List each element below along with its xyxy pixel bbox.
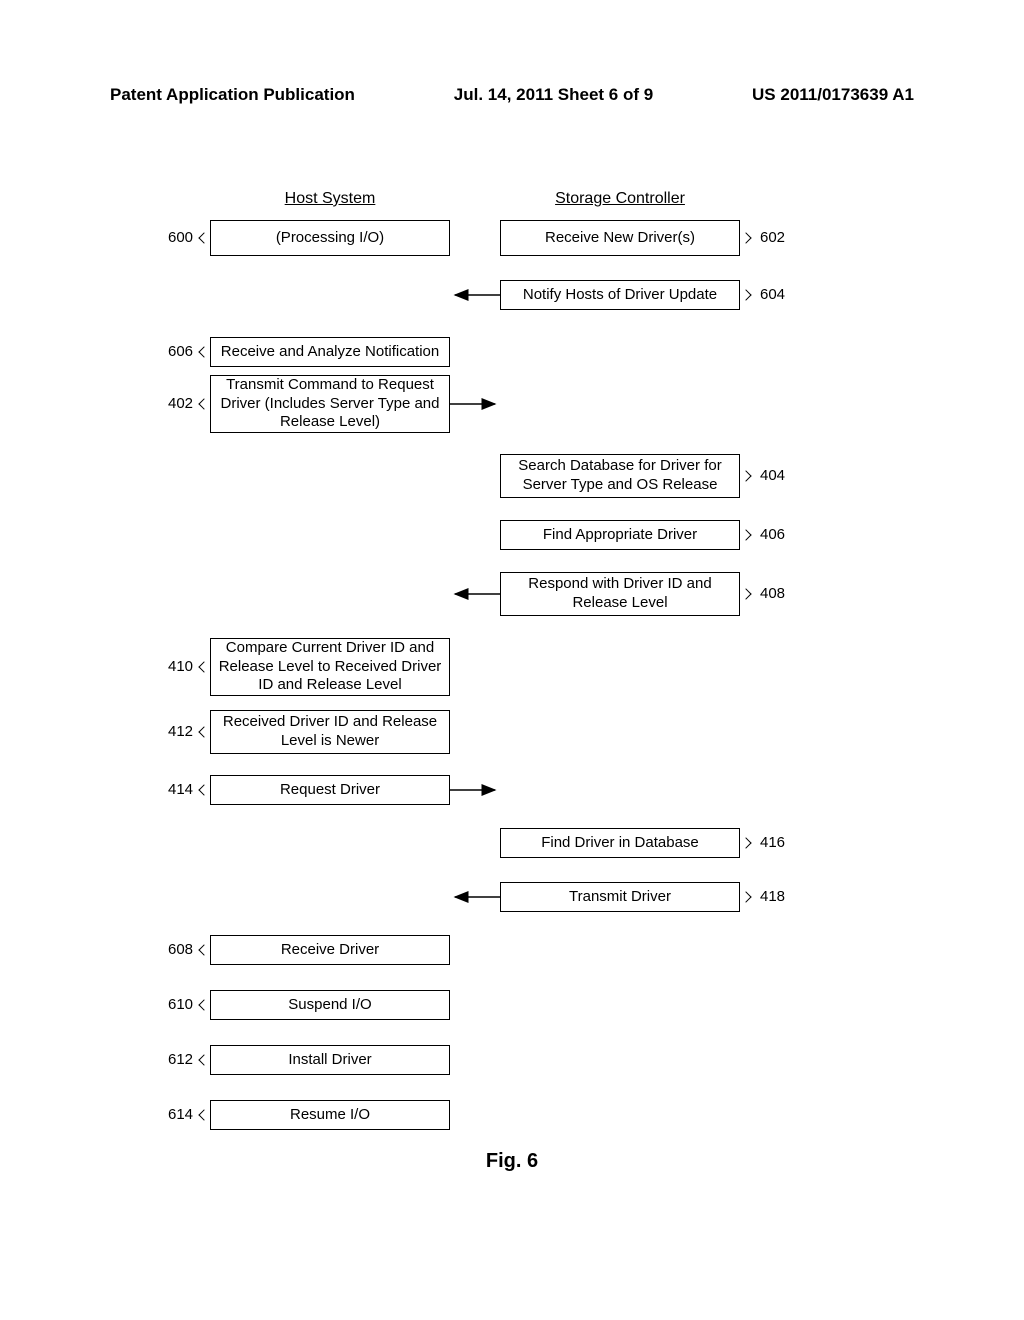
ref-label-416: 416 [760,834,785,851]
ref-label-414: 414 [168,781,193,798]
ref-tick-610 [198,999,209,1010]
ref-label-614: 614 [168,1106,193,1123]
ref-label-410: 410 [168,658,193,675]
flow-box-610: Suspend I/O [210,990,450,1020]
flow-box-410: Compare Current Driver ID and Release Le… [210,638,450,696]
ref-tick-612 [198,1054,209,1065]
ref-label-604: 604 [760,286,785,303]
storage-column-title: Storage Controller [500,190,740,208]
ref-tick-404 [740,470,751,481]
flow-box-604: Notify Hosts of Driver Update [500,280,740,310]
ref-tick-608 [198,944,209,955]
ref-label-608: 608 [168,941,193,958]
ref-label-404: 404 [760,467,785,484]
ref-tick-414 [198,784,209,795]
ref-tick-614 [198,1109,209,1120]
flow-box-612: Install Driver [210,1045,450,1075]
ref-label-418: 418 [760,888,785,905]
flow-box-600: (Processing I/O) [210,220,450,256]
ref-label-610: 610 [168,996,193,1013]
flow-box-418: Transmit Driver [500,882,740,912]
ref-tick-606 [198,346,209,357]
ref-label-412: 412 [168,723,193,740]
header-mid: Jul. 14, 2011 Sheet 6 of 9 [454,85,653,105]
ref-tick-604 [740,289,751,300]
flow-box-408: Respond with Driver ID and Release Level [500,572,740,616]
figure-caption: Fig. 6 [0,1150,1024,1173]
flow-box-404: Search Database for Driver for Server Ty… [500,454,740,498]
flow-box-414: Request Driver [210,775,450,805]
ref-tick-418 [740,891,751,902]
ref-tick-602 [740,232,751,243]
ref-tick-600 [198,232,209,243]
header-left: Patent Application Publication [110,85,355,105]
flow-box-402: Transmit Command to Request Driver (Incl… [210,375,450,433]
ref-label-600: 600 [168,229,193,246]
flow-box-412: Received Driver ID and Release Level is … [210,710,450,754]
flow-box-608: Receive Driver [210,935,450,965]
ref-label-606: 606 [168,343,193,360]
ref-tick-406 [740,529,751,540]
ref-tick-412 [198,726,209,737]
flow-box-602: Receive New Driver(s) [500,220,740,256]
flow-box-614: Resume I/O [210,1100,450,1130]
ref-label-602: 602 [760,229,785,246]
ref-label-612: 612 [168,1051,193,1068]
ref-label-408: 408 [760,585,785,602]
ref-label-406: 406 [760,526,785,543]
host-column-title: Host System [210,190,450,208]
ref-label-402: 402 [168,395,193,412]
ref-tick-416 [740,837,751,848]
flow-box-406: Find Appropriate Driver [500,520,740,550]
ref-tick-410 [198,661,209,672]
page-header: Patent Application Publication Jul. 14, … [0,85,1024,105]
ref-tick-408 [740,588,751,599]
header-right: US 2011/0173639 A1 [752,85,914,105]
arrows-layer [0,190,1024,1190]
flow-box-606: Receive and Analyze Notification [210,337,450,367]
ref-tick-402 [198,398,209,409]
flow-box-416: Find Driver in Database [500,828,740,858]
